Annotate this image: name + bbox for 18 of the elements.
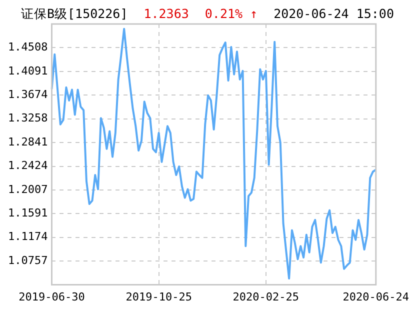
- y-tick-label: 1.1174: [8, 230, 48, 244]
- y-tick-label: 1.3258: [8, 112, 48, 125]
- x-tick-label: 2020-06-24: [342, 290, 410, 304]
- text: 1.2363: [144, 6, 189, 21]
- x-tick-label: 2019-06-30: [18, 290, 85, 304]
- text: 2020-06-24 15:00: [274, 6, 394, 21]
- chart-title: 证保B级[150226]: [21, 6, 128, 21]
- x-tick-label: 2019-10-25: [126, 290, 192, 304]
- y-tick-label: 1.1591: [8, 206, 48, 220]
- y-tick-label: 1.0757: [8, 254, 48, 267]
- y-tick-label: 1.4508: [8, 40, 48, 54]
- y-tick-label: 1.2007: [8, 182, 48, 196]
- x-tick-label: 2020-02-25: [232, 290, 300, 304]
- y-tick-label: 1.2424: [8, 159, 48, 172]
- y-tick-label: 1.3674: [8, 88, 48, 102]
- y-tick-label: 1.2841: [8, 135, 48, 148]
- text: 0.21% ↑: [204, 6, 258, 21]
- y-tick-label: 1.4091: [8, 64, 48, 78]
